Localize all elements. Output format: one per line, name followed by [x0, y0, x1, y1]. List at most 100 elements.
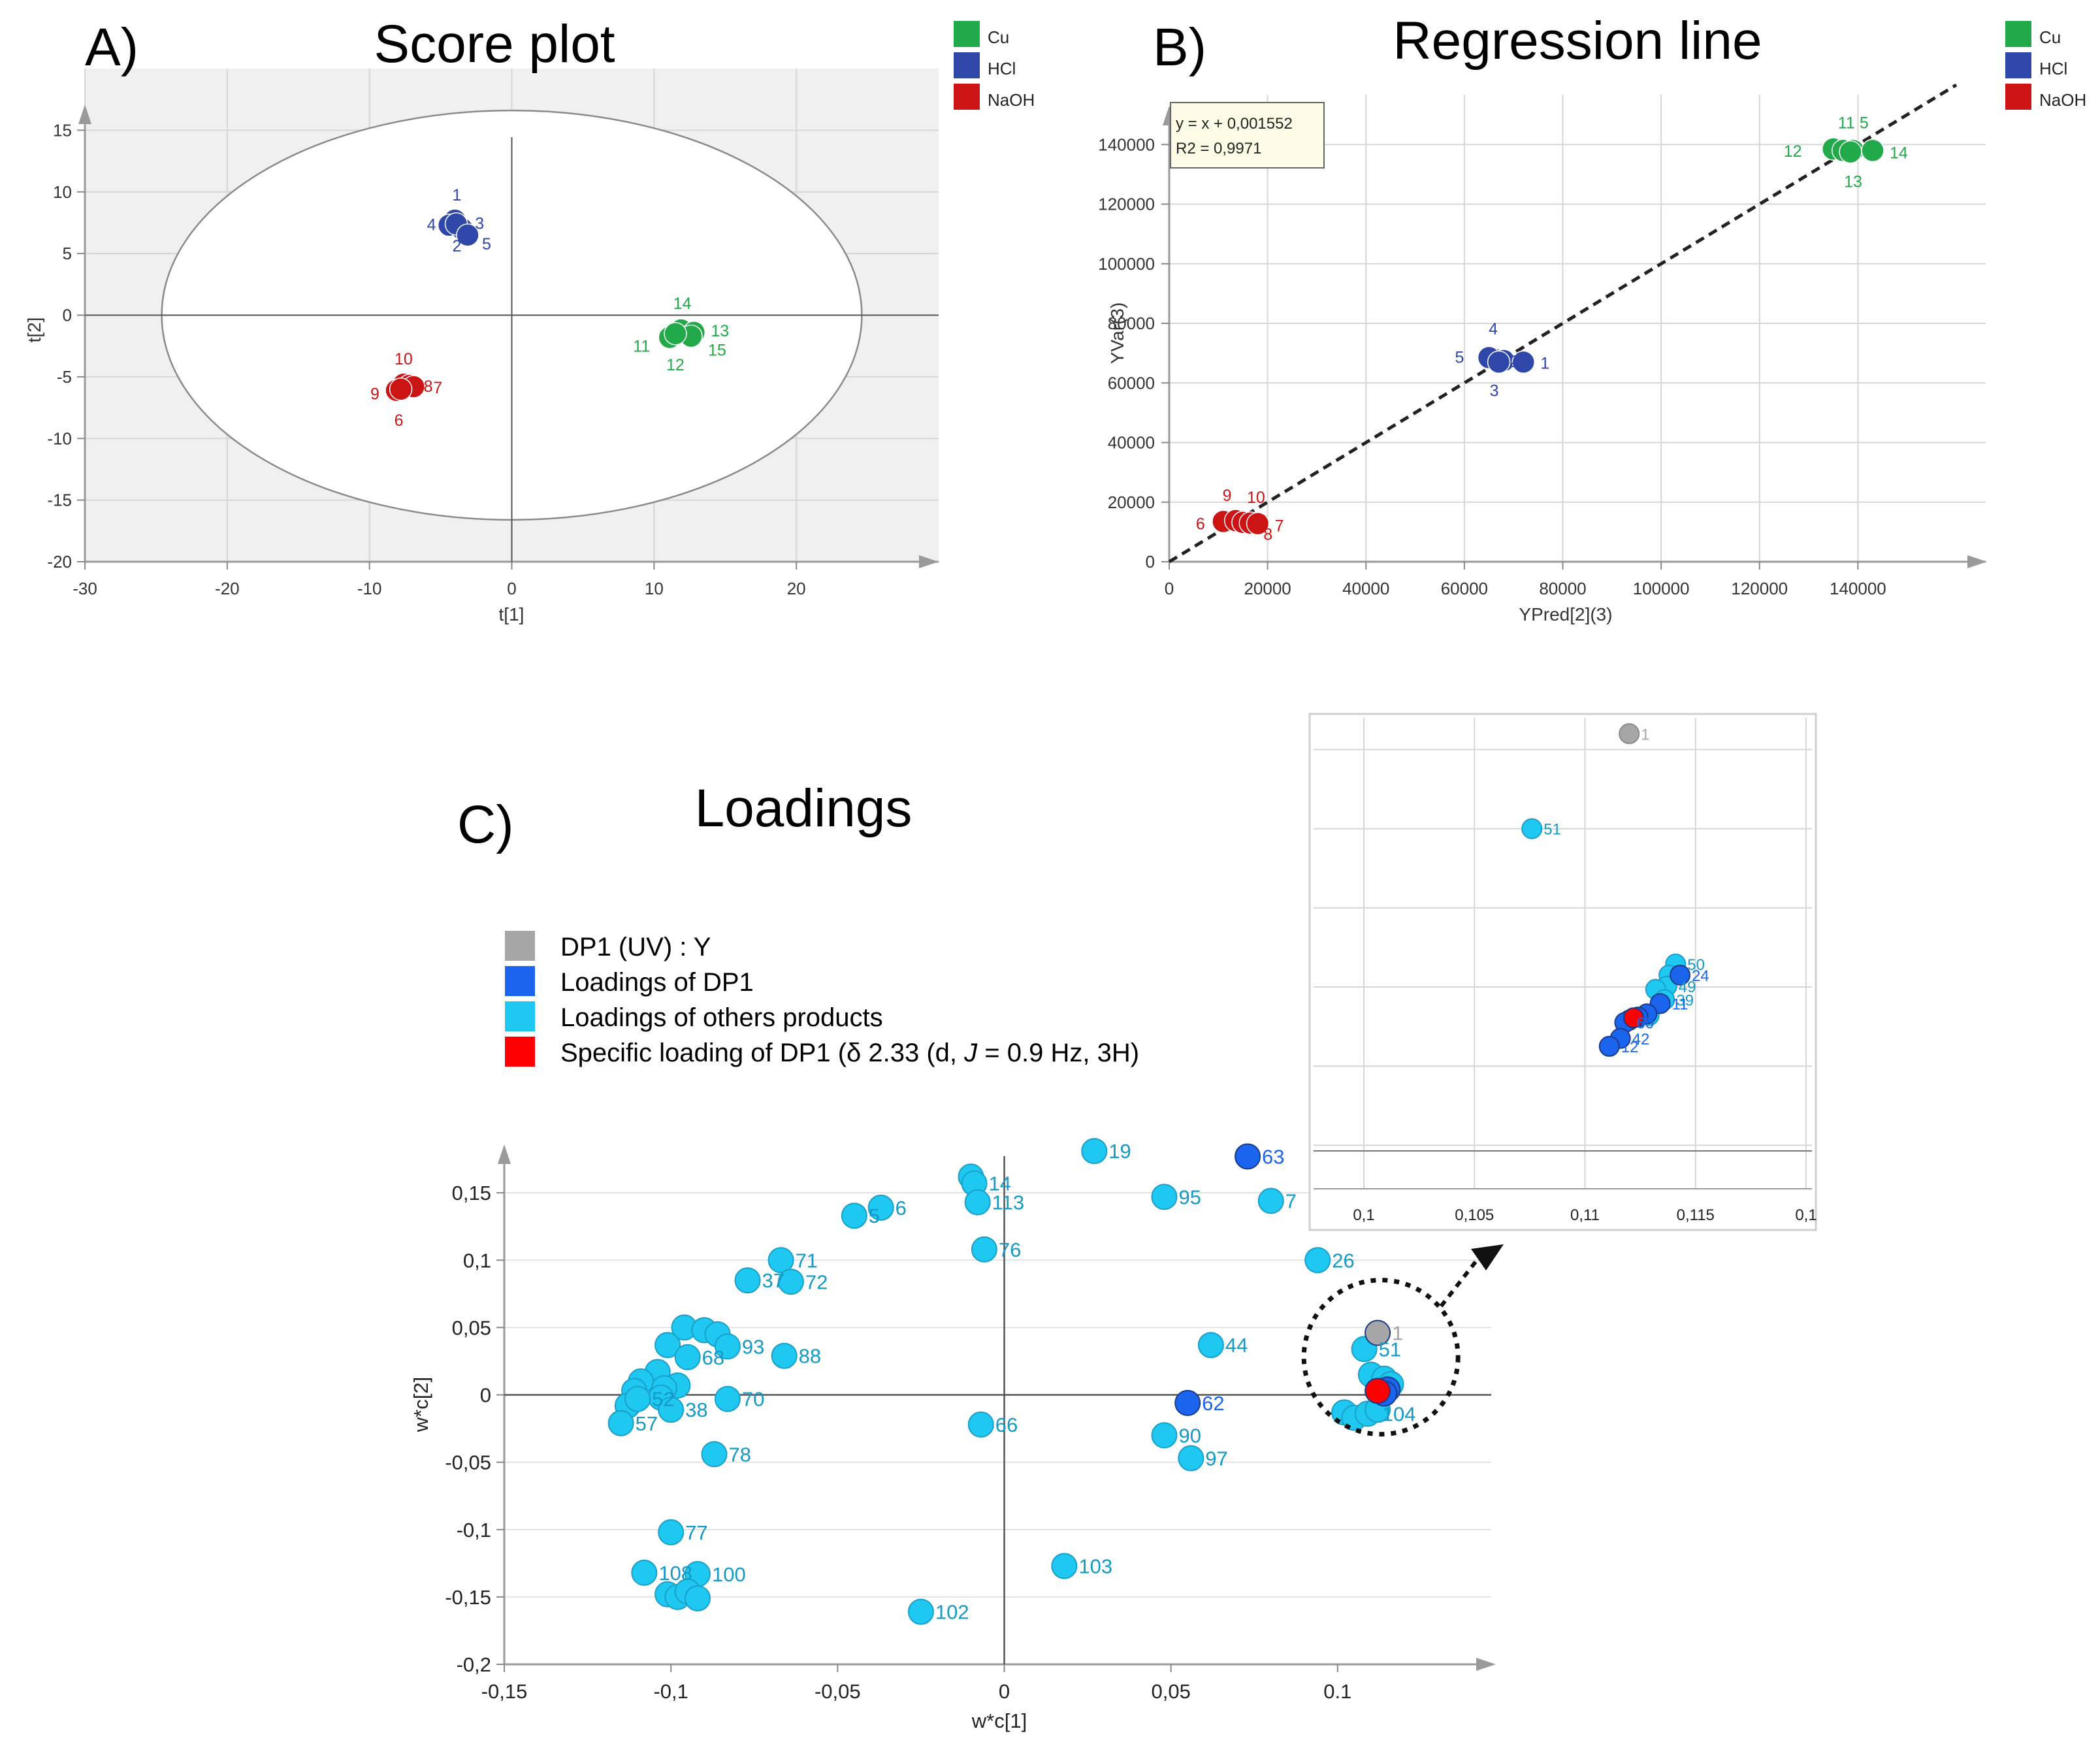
loading-point-others: [841, 1203, 867, 1229]
loading-point-others: [1151, 1422, 1178, 1449]
zoom-point-label: 11: [1672, 995, 1688, 1013]
loading-point-label: 78: [729, 1443, 751, 1466]
zoom-point-dp1: [1598, 1035, 1620, 1057]
regression-point-hcl: [1487, 350, 1511, 374]
y-tick-label: -0,05: [445, 1451, 491, 1474]
regression-point-label: 7: [1275, 517, 1284, 536]
loading-point-label: 66: [995, 1413, 1018, 1436]
zoom-x-tick-label: 0,11: [1570, 1206, 1600, 1224]
score-point-cu: [664, 322, 687, 346]
loading-point-others: [631, 1559, 658, 1586]
x-tick-label: 0: [507, 579, 516, 598]
regression-legend-swatch: [2005, 84, 2031, 110]
x-tick-label: 0: [1165, 579, 1174, 598]
score-point-label: 3: [475, 214, 484, 233]
y-tick-label: 120000: [1098, 195, 1155, 214]
loading-point-label: 104: [1382, 1402, 1416, 1425]
loading-point-others: [714, 1333, 741, 1360]
zoom-point-label: 50: [1687, 956, 1705, 974]
loading-point-label: 108: [658, 1562, 692, 1585]
x-tick-label: -30: [73, 579, 97, 598]
loading-point-others: [867, 1194, 894, 1221]
loading-point-label: 6: [896, 1197, 907, 1219]
loading-point-others: [734, 1267, 761, 1294]
y-tick-label: 5: [63, 244, 72, 263]
regression-ticks: 0 20000 40000 60000 80000 100000 120000 1400000…: [1098, 135, 1886, 598]
score-point-label: 8: [424, 378, 433, 396]
legend-specific-italic: J: [963, 1039, 978, 1067]
regression-y-label: YVar(3): [1107, 302, 1127, 364]
loadings-legend-label: Loadings of DP1: [560, 968, 754, 997]
loading-point-others: [767, 1247, 794, 1274]
x-tick-label: 40000: [1342, 579, 1389, 598]
loadings-x-label: w*c[1]: [971, 1709, 1027, 1732]
y-tick-label: 140000: [1098, 135, 1155, 154]
loading-point-others: [1304, 1247, 1331, 1274]
loading-point-label: 14: [989, 1172, 1011, 1195]
y-tick-label: 0,05: [452, 1316, 491, 1339]
loading-point-label: 68: [702, 1346, 724, 1369]
regression-point-label: 11: [1838, 114, 1855, 132]
equation-text: y = x + 0,001552: [1176, 115, 1293, 133]
y-tick-label: 0,1: [463, 1249, 491, 1272]
loading-point-others: [1051, 1553, 1078, 1579]
zoom-arrow: [1439, 1258, 1479, 1308]
zoom-ticks: 0,1 0,105 0,11 0,115 0,1: [1353, 1206, 1817, 1224]
loading-point-label: 37: [762, 1269, 784, 1292]
zoom-highlight-circle: [1301, 1278, 1461, 1437]
score-point-label: 15: [708, 342, 726, 360]
zoom-x-tick-label: 0,115: [1677, 1206, 1715, 1224]
loading-point-others: [654, 1332, 681, 1359]
score-plot-y-label: t[2]: [24, 317, 44, 343]
regression-point-cu: [1861, 138, 1884, 163]
loading-point-others: [624, 1385, 651, 1412]
loading-point-label: 77: [685, 1521, 707, 1544]
y-tick-label: -0,2: [457, 1653, 491, 1676]
loading-point-others: [907, 1598, 934, 1625]
zoom-point-label: 60: [1636, 1015, 1654, 1033]
x-tick-label: 20: [787, 579, 806, 598]
zoom-gridlines: [1314, 718, 1812, 1189]
score-point-label: 13: [711, 322, 729, 340]
equation-box: [1170, 102, 1325, 169]
regression-point-label: 6: [1196, 515, 1205, 533]
loading-point-label: 113: [992, 1191, 1024, 1214]
regression-panel: 0 20000 40000 60000 80000 100000 120000 1400000…: [1098, 11, 2086, 624]
x-tick-label: 100000: [1633, 579, 1690, 598]
y-tick-label: 60000: [1108, 373, 1155, 393]
loadings-panel: -0,15 -0,1 -0,05 0 0,05 0.1 -0,2 -0,15 -0,1 -0,05…: [410, 779, 1504, 1732]
x-tick-label: 10: [645, 579, 664, 598]
y-tick-label: 80000: [1108, 314, 1155, 333]
score-point-label: 14: [673, 295, 692, 313]
y-tick-label: 10: [53, 182, 72, 202]
loading-point-label: 88: [799, 1345, 821, 1368]
regression-point-label: 3: [1490, 381, 1499, 400]
loading-point-specific: [1365, 1378, 1391, 1404]
loading-point-label: 102: [935, 1601, 969, 1624]
zoom-point-others: [1521, 818, 1543, 839]
y-tick-label: 0: [480, 1384, 491, 1407]
zoom-x-tick-label: 0,105: [1455, 1206, 1494, 1224]
loading-point-label: 19: [1108, 1140, 1131, 1163]
panel-label-b: B): [1153, 18, 1206, 77]
y-tick-label: -15: [47, 491, 72, 510]
loading-point-others: [1178, 1445, 1204, 1472]
regression-point-label: 9: [1223, 487, 1232, 505]
regression-legend-label: NaOH: [2039, 90, 2086, 110]
loading-point-label: 90: [1178, 1424, 1201, 1447]
regression-point-label: 5: [1455, 348, 1464, 366]
y-tick-label: 0: [1146, 552, 1155, 572]
y-tick-label: -0,1: [457, 1519, 491, 1542]
regression-legend-label: Cu: [2039, 27, 2061, 47]
score-legend-swatch: [954, 21, 980, 47]
x-tick-label: 0: [999, 1680, 1010, 1703]
loadings-y-label: w*c[2]: [410, 1377, 432, 1432]
loading-point-label: 72: [805, 1270, 828, 1293]
x-axis-arrow: [1967, 555, 1987, 568]
y-tick-label: -5: [57, 367, 72, 387]
x-tick-label: 60000: [1441, 579, 1488, 598]
zoom-point-label: 49: [1679, 978, 1696, 996]
